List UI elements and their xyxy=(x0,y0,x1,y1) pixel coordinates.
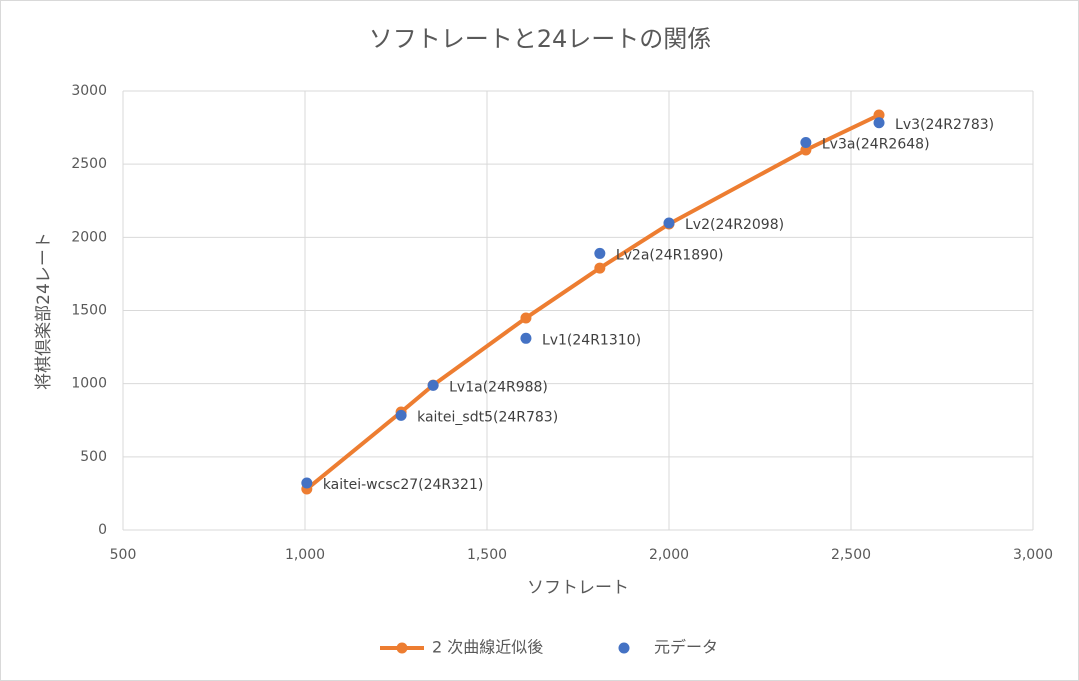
data-label: Lv3(24R2783) xyxy=(895,117,994,133)
data-point xyxy=(301,477,313,489)
y-tick-label: 1000 xyxy=(71,376,107,392)
data-point xyxy=(520,332,532,344)
data-point xyxy=(873,109,885,121)
chart-title: ソフトレートと24レートの関係 xyxy=(369,25,712,53)
x-tick-label: 3,000 xyxy=(1013,547,1053,563)
y-tick-label: 0 xyxy=(98,522,107,538)
y-tick-label: 1500 xyxy=(71,303,107,319)
legend-label: 2 次曲線近似後 xyxy=(432,638,543,657)
y-tick-label: 500 xyxy=(80,449,107,465)
y-tick-label: 2500 xyxy=(71,156,107,172)
data-point xyxy=(663,217,675,229)
x-tick-label: 1,000 xyxy=(285,547,325,563)
data-point xyxy=(520,312,532,324)
data-label: Lv2(24R2098) xyxy=(685,217,784,233)
x-tick-label: 1,500 xyxy=(467,547,507,563)
data-label: Lv1(24R1310) xyxy=(542,332,641,348)
x-tick-label: 2,500 xyxy=(831,547,871,563)
data-label: Lv2a(24R1890) xyxy=(616,247,724,263)
x-tick-label: 500 xyxy=(110,547,137,563)
x-tick-label: 2,000 xyxy=(649,547,689,563)
x-axis-title: ソフトレート xyxy=(527,578,629,598)
data-label: Lv3a(24R2648) xyxy=(822,137,930,153)
data-label: kaitei_sdt5(24R783) xyxy=(417,409,558,425)
legend-marker xyxy=(618,642,630,654)
data-point xyxy=(427,379,439,391)
data-label: kaitei-wcsc27(24R321) xyxy=(323,477,484,493)
y-tick-label: 3000 xyxy=(71,83,107,99)
y-axis-title: 将棋倶楽部24レート xyxy=(34,232,54,390)
legend-label: 元データ xyxy=(654,638,718,657)
data-point xyxy=(594,262,606,274)
fit-line xyxy=(305,113,880,491)
data-point xyxy=(800,137,812,149)
data-label: Lv1a(24R988) xyxy=(449,379,548,395)
data-point xyxy=(594,247,606,259)
y-tick-label: 2000 xyxy=(71,229,107,245)
data-point xyxy=(395,409,407,421)
legend-marker xyxy=(396,642,408,654)
data-point xyxy=(873,117,885,129)
